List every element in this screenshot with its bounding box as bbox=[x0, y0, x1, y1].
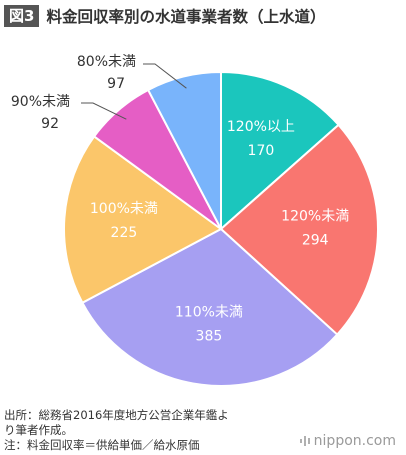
pie-slice bbox=[63, 135, 223, 305]
source-note: 出所：総務省2016年度地方公営企業年鑑よ り筆者作成。 bbox=[4, 408, 229, 437]
slice-label: 120%以上 bbox=[227, 119, 295, 135]
pie-slice bbox=[81, 227, 339, 387]
slice-label: 80%未満 bbox=[77, 54, 136, 70]
slice-value-label: 170 bbox=[248, 143, 275, 159]
pie-chart: 120%以上 170 120%未満 294 110%未満 385 100%未満 225 90%未… bbox=[11, 54, 379, 387]
brand-logo: nippon.com bbox=[299, 433, 396, 449]
slice-value-label: 97 bbox=[107, 76, 125, 92]
pie-slice bbox=[146, 70, 222, 230]
sound-wave-icon bbox=[299, 436, 310, 446]
footnote: 注：料金回収率＝供給単価／給水原価 bbox=[4, 438, 200, 452]
leader-line bbox=[81, 102, 127, 120]
chart-title: 料金回収率別の水道事業者数（上水道） bbox=[46, 8, 326, 26]
slice-label: 100%未満 bbox=[90, 201, 158, 217]
pie-slice bbox=[220, 70, 340, 232]
slice-label: 120%未満 bbox=[281, 209, 349, 225]
slice-value-label: 385 bbox=[196, 329, 223, 345]
slice-value-label: 92 bbox=[41, 116, 59, 132]
leader-line bbox=[143, 63, 187, 89]
figure-header: 図3 料金回収率別の水道事業者数（上水道） bbox=[4, 4, 325, 28]
slice-label: 110%未満 bbox=[175, 305, 243, 321]
figure-number-badge: 図3 bbox=[4, 5, 40, 27]
pie-slice bbox=[219, 123, 379, 336]
slice-value-label: 294 bbox=[302, 233, 329, 249]
brand-name: nippon.com bbox=[313, 433, 396, 449]
slice-label: 90%未満 bbox=[11, 94, 70, 110]
slice-value-label: 225 bbox=[111, 225, 138, 241]
